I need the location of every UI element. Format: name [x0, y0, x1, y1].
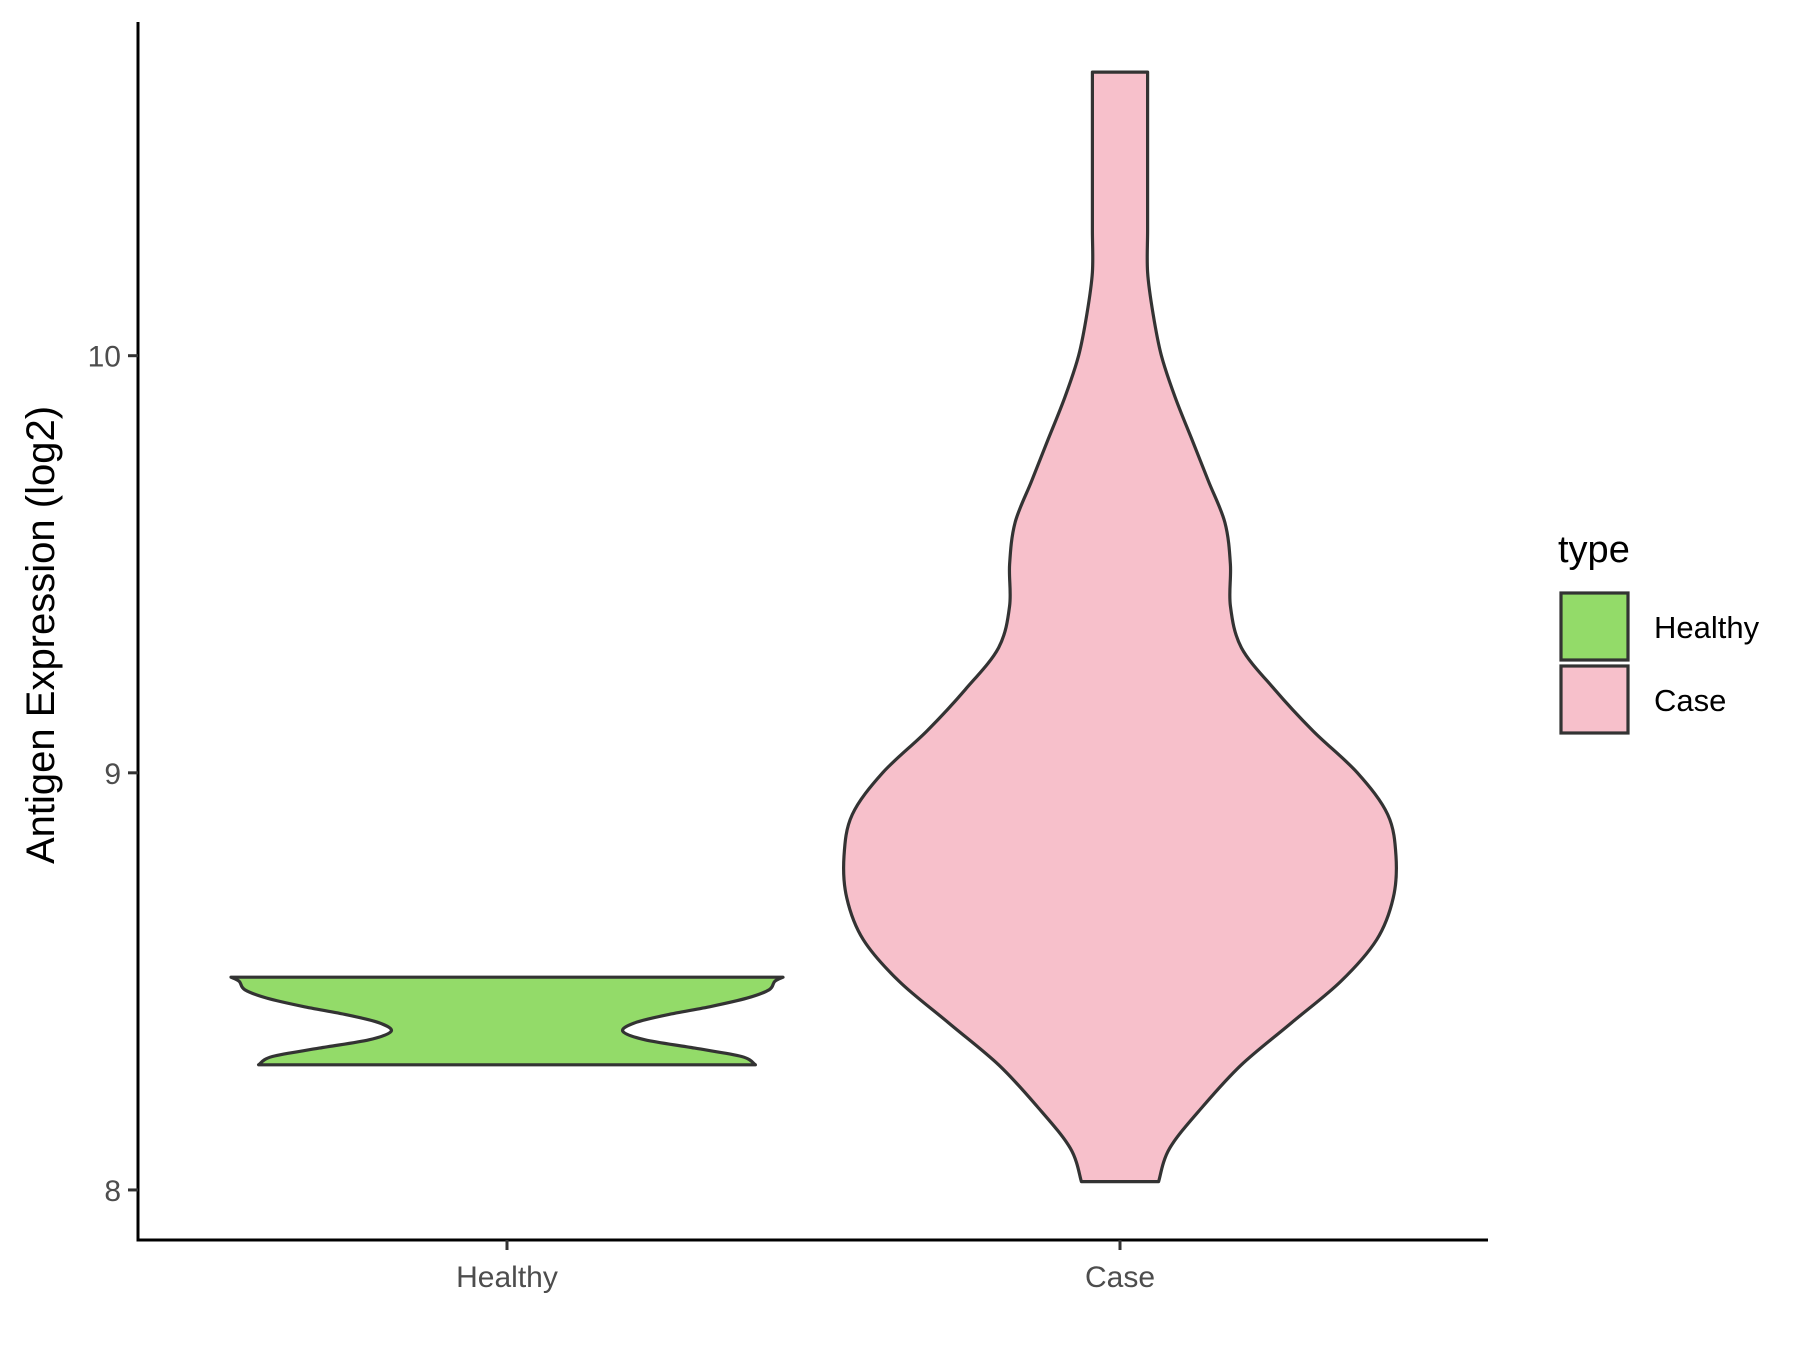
legend-key-case	[1559, 664, 1630, 735]
axes: 8 9 10 Healthy Case	[88, 22, 1488, 1294]
violin-case	[841, 70, 1399, 1184]
legend-label-case: Case	[1654, 683, 1726, 718]
legend: type Healthy Case	[1558, 529, 1760, 735]
y-tick-label: 10	[88, 341, 121, 374]
x-tick-label: Healthy	[456, 1261, 558, 1294]
legend-label-healthy: Healthy	[1654, 610, 1760, 645]
y-tick-label: 9	[104, 758, 121, 791]
legend-title: type	[1558, 529, 1630, 571]
x-tick-label: Case	[1085, 1261, 1155, 1294]
y-tick-label: 8	[104, 1175, 121, 1208]
y-axis-title: Antigen Expression (log2)	[19, 406, 63, 864]
violin-healthy	[229, 975, 785, 1067]
legend-key-healthy	[1559, 591, 1630, 662]
violin-layer	[229, 70, 1399, 1184]
